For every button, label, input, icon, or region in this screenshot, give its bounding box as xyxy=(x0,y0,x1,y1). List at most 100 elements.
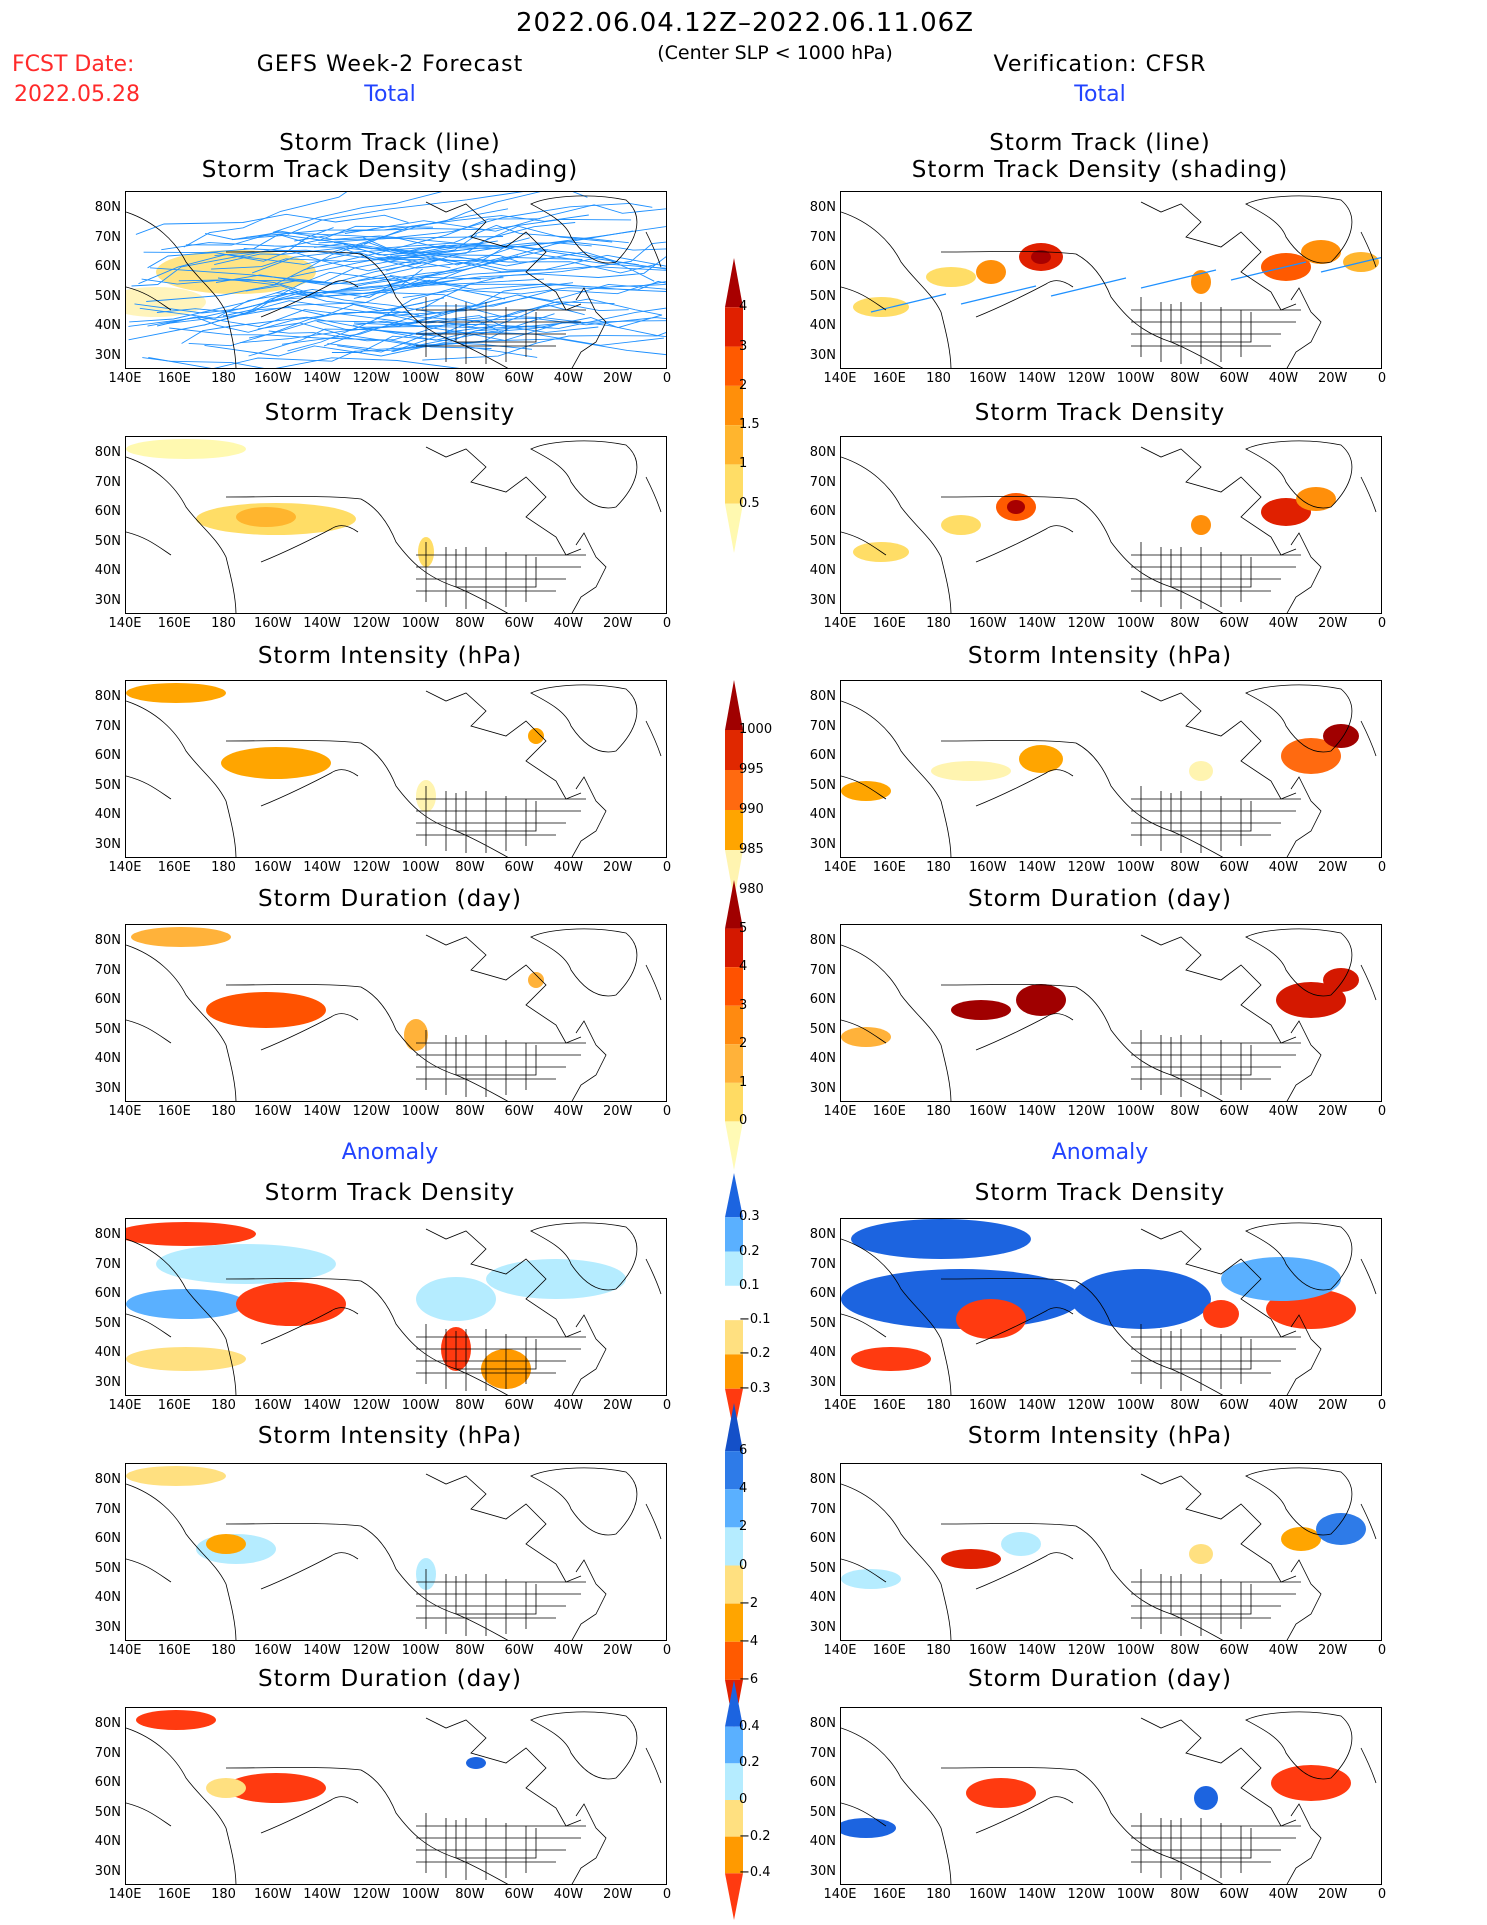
coastline xyxy=(225,984,509,1101)
lat-label: 70N xyxy=(94,962,121,978)
lat-label: 70N xyxy=(809,962,836,978)
shading-blob xyxy=(156,1244,336,1284)
lon-label: 120W xyxy=(1067,1887,1106,1902)
title-duration-anom-left: Storm Duration (day) xyxy=(258,1666,522,1692)
coastline xyxy=(975,1796,1074,1834)
shading-blob xyxy=(1281,738,1341,774)
coastline xyxy=(940,740,1224,857)
lon-label: 20W xyxy=(603,1887,633,1902)
lat-label: 40N xyxy=(94,1590,121,1605)
lon-label: 140W xyxy=(1018,1643,1056,1658)
lon-label: 180 xyxy=(926,616,951,631)
lon-label: 0 xyxy=(1377,616,1387,631)
colorbar-intensity_anom xyxy=(725,1403,743,1728)
coastline xyxy=(1170,1331,1252,1370)
lon-label: 80W xyxy=(455,1104,485,1119)
lat-label: 30N xyxy=(94,1374,121,1390)
lon-label: 40W xyxy=(1268,1887,1299,1902)
shading-blob xyxy=(1194,1786,1218,1810)
coastline xyxy=(260,1013,359,1051)
lat-label: 40N xyxy=(809,318,836,333)
coastline xyxy=(975,525,1074,563)
colorbar-label: −0.3 xyxy=(739,1380,771,1396)
lat-label: 50N xyxy=(809,777,836,793)
coastline xyxy=(1140,1473,1297,1583)
storm-track-line xyxy=(1050,277,1127,297)
storm-track-line xyxy=(422,332,666,361)
colorbar-label: 6 xyxy=(739,1443,748,1459)
lon-label: 180 xyxy=(211,1398,236,1413)
map-panel-track-gefs xyxy=(125,191,667,369)
colorbar-label: 2 xyxy=(739,1036,748,1052)
lon-label: 140E xyxy=(108,1887,142,1902)
shading-blob xyxy=(1221,1257,1341,1301)
lon-label: 60W xyxy=(1219,616,1249,631)
lat-label: 50N xyxy=(94,1021,121,1037)
lon-label: 140E xyxy=(823,1104,857,1119)
lat-label: 80N xyxy=(94,445,121,460)
colorbar-swatch xyxy=(725,850,743,900)
lat-label: 70N xyxy=(809,474,836,490)
lat-label: 40N xyxy=(809,1345,836,1360)
lon-label: 140W xyxy=(1018,616,1056,631)
storm-track-line xyxy=(275,282,574,306)
shading-blob xyxy=(1016,984,1066,1016)
coastline xyxy=(455,1037,537,1076)
coastline xyxy=(1170,1820,1252,1859)
lon-label: 40W xyxy=(553,1104,584,1119)
colorbar-density_total xyxy=(725,258,743,553)
lon-label: 0 xyxy=(1377,1104,1387,1119)
coastline xyxy=(975,769,1074,807)
lat-label: 40N xyxy=(94,318,121,333)
storm-track-line xyxy=(318,224,629,244)
lon-label: 140W xyxy=(1018,371,1056,386)
coastline xyxy=(645,1503,662,1540)
shading-blob xyxy=(221,747,331,779)
lat-label: 60N xyxy=(94,992,121,1007)
coastline xyxy=(126,1727,237,1884)
shading-blob xyxy=(851,1219,1031,1259)
coastline xyxy=(645,964,662,1001)
lon-label: 60W xyxy=(504,616,534,631)
lon-label: 160E xyxy=(157,1398,191,1413)
lon-label: 80W xyxy=(455,616,485,631)
storm-track-line xyxy=(290,222,576,278)
coastline xyxy=(260,280,359,318)
coastline xyxy=(1170,1576,1252,1615)
map-panel-duration_total-cfsr xyxy=(840,924,1382,1102)
lon-label: 100W xyxy=(1116,371,1155,386)
coastline xyxy=(126,1313,172,1338)
shading-blob xyxy=(226,1773,326,1803)
lon-label: 100W xyxy=(401,616,440,631)
colorbar-swatch xyxy=(725,1354,743,1389)
lon-label: 40W xyxy=(553,371,584,386)
colorbar-label: 0.2 xyxy=(739,1243,760,1259)
lat-label: 40N xyxy=(809,1590,836,1605)
lon-label: 120W xyxy=(352,1104,391,1119)
lon-label: 160E xyxy=(157,1643,191,1658)
map-graphic xyxy=(126,927,662,1101)
coastline xyxy=(530,928,638,997)
coastline xyxy=(841,775,887,800)
lon-label: 120W xyxy=(1067,371,1106,386)
coastline xyxy=(260,1796,359,1834)
lat-label: 80N xyxy=(809,933,836,948)
coastline xyxy=(1360,720,1377,757)
colorbar-swatch xyxy=(725,385,743,426)
lat-label: 30N xyxy=(809,1374,836,1390)
lat-label: 40N xyxy=(809,807,836,822)
title-intensity-total-right: Storm Intensity (hPa) xyxy=(967,643,1233,669)
coastline xyxy=(571,1559,607,1640)
coastline xyxy=(126,211,237,368)
lon-label: 180 xyxy=(211,860,236,875)
lon-label: 160E xyxy=(872,1104,906,1119)
shading-blob xyxy=(1191,515,1211,535)
coastline xyxy=(530,195,638,264)
colorbar-label: 1.5 xyxy=(739,417,760,433)
coastline xyxy=(126,775,172,800)
shading-blob xyxy=(956,1299,1026,1339)
lat-label: 70N xyxy=(809,718,836,734)
colorbar-swatch xyxy=(725,730,743,770)
lat-label: 70N xyxy=(94,1745,121,1761)
lat-label: 30N xyxy=(809,1080,836,1096)
